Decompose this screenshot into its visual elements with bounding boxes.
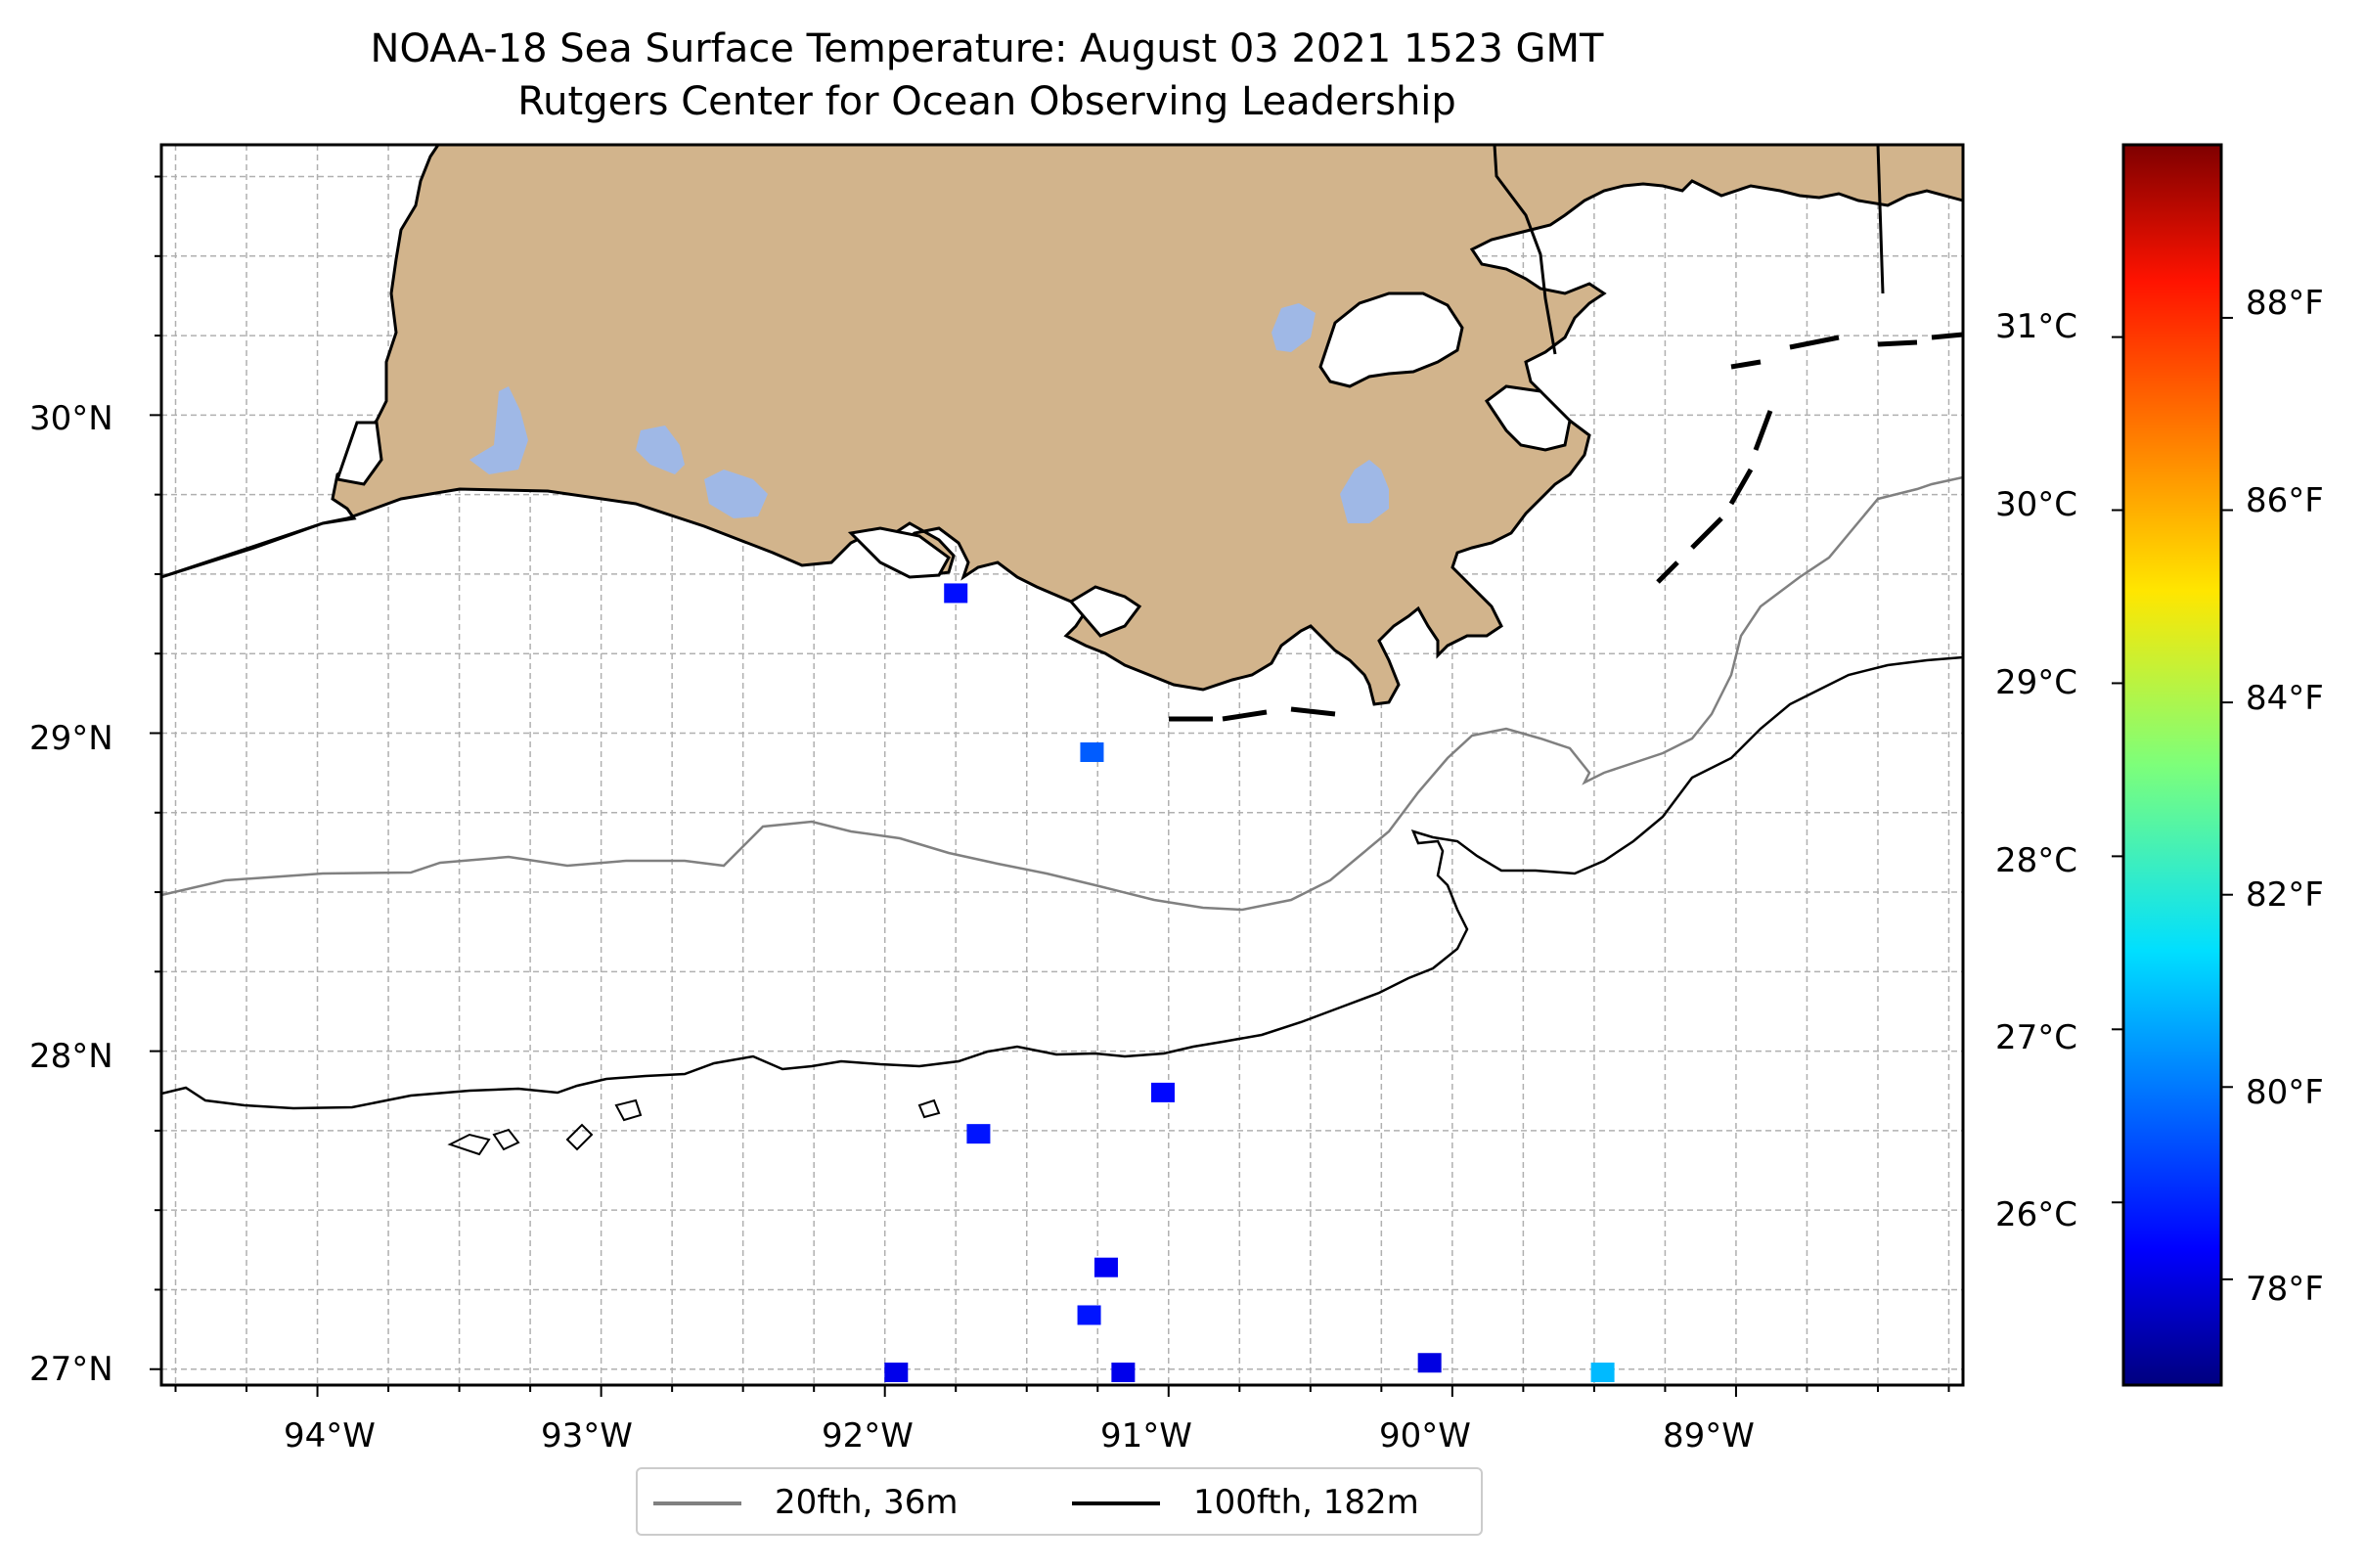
- y-tick-label: 28°N: [29, 1037, 113, 1076]
- land-louisiana: [161, 145, 1963, 706]
- chart-title: NOAA-18 Sea Surface Temperature: August …: [370, 26, 1604, 71]
- calcasieu-lake: [335, 421, 383, 486]
- lake-1: [469, 386, 528, 474]
- y-tick-label: 29°N: [29, 719, 113, 758]
- sst-pixel: [944, 583, 968, 604]
- sst-pixel: [1417, 1353, 1442, 1373]
- colorbar-celsius-label: 31°C: [1995, 307, 2078, 346]
- legend-swatch-100fth: [1072, 1501, 1160, 1505]
- sst-data-layer: [884, 583, 1615, 1382]
- colorbar-celsius-label: 26°C: [1995, 1195, 2078, 1234]
- state-border-ms-al: [1876, 145, 1885, 294]
- sst-pixel: [1077, 1305, 1101, 1325]
- map-frame: [159, 143, 1965, 1387]
- lake-borgne: [1484, 384, 1572, 452]
- colorbar: [2121, 143, 2223, 1387]
- sst-pixel: [884, 1362, 909, 1382]
- seamount-contours: [447, 1098, 941, 1156]
- colorbar-fahrenheit-label: 82°F: [2246, 875, 2324, 915]
- legend-swatch-20fth: [653, 1501, 741, 1505]
- colorbar-ticks: [2112, 316, 2233, 1280]
- colorbar-fahrenheit-label: 88°F: [2246, 284, 2324, 323]
- x-tick-label: 94°W: [284, 1416, 376, 1456]
- colorbar-fahrenheit-label: 80°F: [2246, 1073, 2324, 1112]
- colorbar-celsius-label: 28°C: [1995, 841, 2078, 880]
- legend: 20fth, 36m 100fth, 182m: [636, 1467, 1483, 1536]
- lake-pontchartrain: [1318, 291, 1464, 388]
- x-tick-label: 93°W: [541, 1416, 633, 1456]
- island-2: [1222, 709, 1268, 722]
- x-tick-label: 90°W: [1379, 1416, 1471, 1456]
- island-3: [1290, 706, 1336, 717]
- y-tick-label: 30°N: [29, 399, 113, 438]
- x-tick-label: 91°W: [1100, 1416, 1192, 1456]
- state-border-la-ms: [1493, 145, 1557, 355]
- sst-pixel: [1590, 1362, 1615, 1382]
- isobath-20fth: [161, 475, 1963, 912]
- sst-pixel: [1093, 1257, 1118, 1277]
- colorbar-celsius-label: 27°C: [1995, 1018, 2078, 1057]
- colorbar-celsius-label: 29°C: [1995, 663, 2078, 702]
- y-tick-label: 27°N: [29, 1350, 113, 1389]
- x-tick-label: 92°W: [822, 1416, 914, 1456]
- axis-ticks: [150, 175, 1950, 1397]
- sst-pixel: [1111, 1362, 1136, 1382]
- isobath-100fth: [161, 655, 1963, 1110]
- sst-pixel: [1150, 1082, 1175, 1102]
- colorbar-fahrenheit-label: 86°F: [2246, 481, 2324, 520]
- lake-3: [704, 470, 768, 518]
- lake-2: [636, 426, 685, 474]
- x-tick-label: 89°W: [1663, 1416, 1755, 1456]
- legend-label-20fth: 20fth, 36m: [775, 1483, 959, 1522]
- sst-pixel: [1080, 741, 1104, 762]
- chandeleur-islands: [1656, 410, 1773, 584]
- lake-5: [1340, 460, 1389, 523]
- sst-pixel: [966, 1124, 991, 1144]
- legend-label-100fth: 100fth, 182m: [1193, 1483, 1419, 1522]
- barrier-islands: [1730, 332, 1963, 370]
- colorbar-fahrenheit-label: 84°F: [2246, 679, 2324, 718]
- colorbar-fahrenheit-label: 78°F: [2246, 1270, 2324, 1309]
- vermilion-bay: [847, 526, 951, 579]
- chart-subtitle: Rutgers Center for Ocean Observing Leade…: [517, 79, 1456, 124]
- lake-4: [1272, 303, 1316, 352]
- atchafalaya-bay: [1068, 585, 1142, 638]
- colorbar-celsius-label: 30°C: [1995, 485, 2078, 524]
